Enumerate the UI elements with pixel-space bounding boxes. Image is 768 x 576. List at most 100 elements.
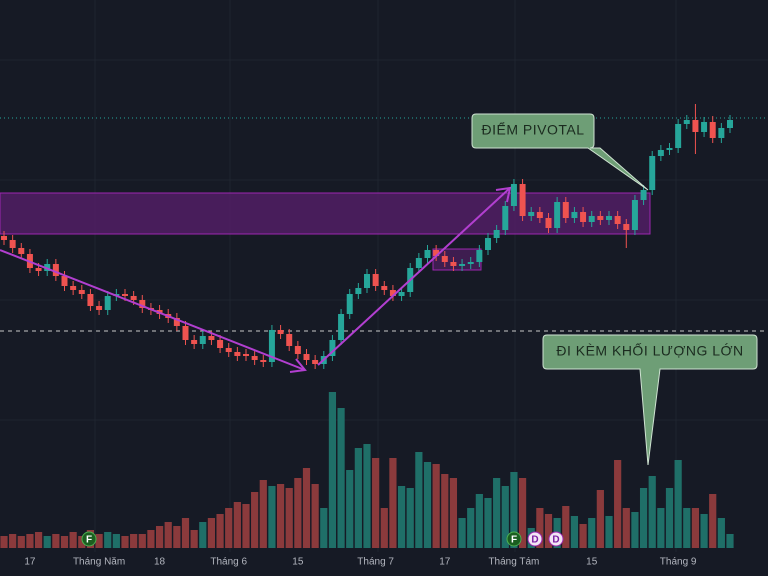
event-badge[interactable] (506, 531, 522, 547)
volume-bar (614, 460, 622, 548)
resistance-zone (0, 192, 651, 235)
volume-bar (536, 508, 544, 548)
candle-body (96, 306, 103, 310)
candle-body (683, 120, 690, 124)
background-grid (0, 0, 768, 552)
candle-body (718, 128, 725, 138)
volume-bar (311, 484, 319, 548)
volume-bar (605, 516, 613, 548)
candle-body (493, 230, 500, 238)
volume-bar (354, 448, 362, 548)
volume-bar (683, 508, 691, 548)
candle-body (580, 212, 587, 222)
event-label: D (552, 535, 559, 546)
volume-bar (69, 532, 77, 548)
candle-body (588, 216, 595, 222)
volume-bar (268, 486, 276, 548)
candle-body (554, 202, 561, 228)
x-axis: 17 Tháng Năm 18 Tháng 6 15 Tháng 7 17 Tháng Tám… (24, 557, 697, 568)
pivotal-callout: ĐIỂM PIVOTAL (471, 113, 649, 191)
x-tick-label: Tháng Tám (488, 557, 539, 568)
event-label: F (511, 535, 517, 546)
x-tick-label: Tháng 6 (210, 557, 247, 568)
volume-bar (173, 526, 181, 548)
volume-bar (52, 534, 60, 548)
candle-body (234, 352, 241, 356)
volume-bar (518, 478, 527, 548)
x-tick-label: 17 (24, 557, 36, 568)
volume-bar (363, 444, 371, 548)
volume-bar (648, 476, 656, 548)
candle-body (217, 340, 224, 348)
volume-bar (328, 392, 337, 548)
candle-body (709, 122, 716, 138)
candle-body (614, 216, 621, 224)
volume-bar (691, 508, 700, 548)
candle-body (666, 148, 673, 150)
volume-bar (423, 462, 432, 548)
volume-bar (112, 534, 120, 548)
volume-bar (346, 470, 354, 548)
candle-body (35, 268, 42, 271)
candle-body (649, 156, 656, 190)
candle-body (9, 240, 16, 248)
candle-body (562, 202, 569, 218)
volume-bar (639, 488, 648, 548)
candle-body (623, 224, 630, 230)
candle-body (225, 348, 232, 352)
volume-bar (276, 484, 285, 548)
candle-body (389, 290, 396, 296)
volume-bar (397, 486, 406, 548)
volume-bar (475, 494, 483, 548)
candle-body (122, 294, 128, 296)
candle-body (528, 212, 535, 216)
candle-body (18, 248, 25, 254)
candle-body (450, 262, 457, 266)
event-badge[interactable] (527, 531, 543, 547)
candle-body (727, 120, 733, 128)
volume-bar (138, 534, 146, 548)
candle-body (182, 326, 189, 340)
volume-bar (588, 518, 596, 548)
volume-bar (207, 518, 216, 548)
candle-body (1, 236, 7, 240)
volume-bar (372, 458, 380, 548)
candle-body (571, 212, 578, 218)
volume-bar (415, 452, 423, 548)
candle-body (70, 286, 77, 290)
candle-body (424, 250, 431, 258)
candle-body (381, 286, 388, 290)
volume-bar (432, 464, 440, 548)
x-tick-label: 17 (439, 557, 451, 568)
candle-body (597, 216, 604, 220)
candle-body (338, 314, 345, 340)
candle-body (139, 300, 146, 308)
volume-bar (17, 536, 25, 548)
event-badge[interactable] (81, 531, 97, 547)
candle-body (510, 184, 517, 206)
volume-bar (596, 490, 604, 548)
annotation: ĐI KÈM KHỐI LƯỢNG LỚN (556, 342, 743, 359)
volume-bar (709, 494, 717, 548)
x-tick-label: Tháng 9 (660, 557, 697, 568)
volume-bar (130, 534, 138, 548)
volume-bar (302, 468, 311, 548)
volume-bar (26, 534, 34, 548)
volume-bar (674, 460, 682, 548)
candle-body (173, 318, 180, 326)
volume-bar (285, 488, 293, 548)
volume-bar (147, 530, 155, 548)
event-label: F (86, 535, 92, 546)
volume-bar (320, 508, 328, 548)
candle-body (372, 274, 379, 286)
candle-body (303, 354, 310, 360)
volume-bar (389, 458, 397, 548)
volume-bar (60, 536, 69, 548)
event-badge[interactable] (548, 531, 564, 547)
volume-bar (717, 518, 725, 548)
volume-bar (570, 516, 579, 548)
candle-body (459, 264, 466, 266)
candle-body (640, 190, 647, 200)
